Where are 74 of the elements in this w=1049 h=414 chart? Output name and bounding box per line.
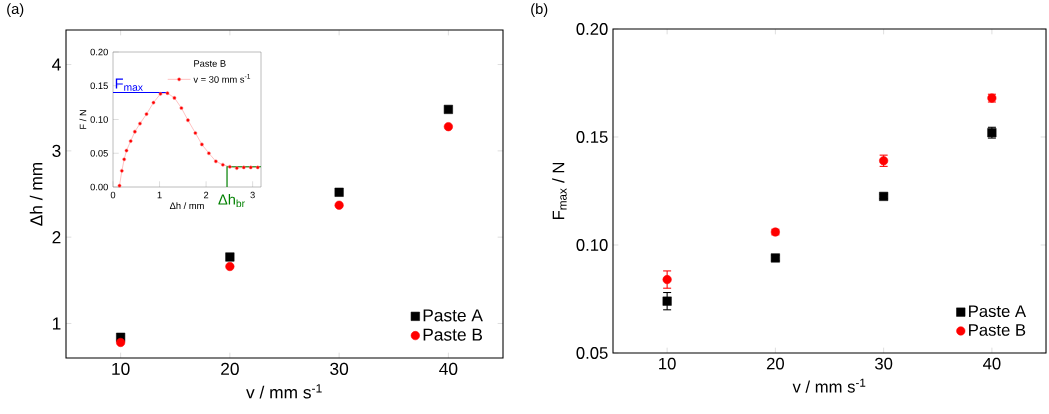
legend-label: Paste A — [423, 309, 483, 322]
point — [334, 187, 344, 197]
point — [172, 96, 177, 100]
y-tick-label: 0.20 — [576, 23, 608, 35]
point — [122, 157, 127, 162]
x-tick-label: 20 — [766, 357, 784, 370]
y-tick-label: 0.05 — [90, 149, 108, 157]
y-tick-label: 0.15 — [576, 131, 608, 143]
y-axis-title: Δh / mm — [29, 162, 43, 226]
legend-label: Paste A — [969, 305, 1027, 318]
point — [220, 162, 225, 167]
y-tick-label: 0.10 — [90, 116, 108, 123]
x-axis-title: v / mm s$^{-1}$ — [792, 378, 866, 393]
x-tick-label: 20 — [221, 362, 239, 375]
y-tick-label: 0.15 — [90, 82, 108, 90]
point — [116, 337, 126, 347]
x-tick-label: 2 — [203, 191, 209, 199]
y-tick-label: 4 — [52, 58, 61, 71]
point — [225, 252, 235, 262]
y-tick-label: 0.10 — [576, 239, 608, 251]
x-tick-label: 3 — [250, 191, 255, 199]
x-tick-label: 1 — [157, 191, 162, 199]
point — [225, 261, 235, 272]
x-tick-label: 40 — [439, 362, 458, 375]
point — [117, 183, 122, 188]
x-tick-label: 0 — [110, 191, 116, 199]
point — [158, 91, 163, 96]
legend-label: Paste B — [969, 324, 1026, 336]
point — [443, 104, 453, 114]
chart-title: (b) — [531, 3, 548, 17]
point — [193, 131, 198, 135]
y-axis-title: F / N — [79, 110, 87, 129]
point — [133, 129, 137, 134]
point — [213, 159, 218, 164]
point — [138, 121, 142, 126]
x-axis-title: Δh / mm — [169, 202, 204, 209]
x-axis-title: v / mm s$^{-1}$ — [246, 384, 322, 399]
x-tick-label: 40 — [982, 357, 1001, 370]
point — [255, 165, 260, 170]
y-tick-label: 0.20 — [90, 48, 108, 56]
ref-line-label: Δh$_{br}$ — [218, 193, 245, 208]
point — [186, 118, 190, 123]
point — [227, 164, 232, 169]
point — [248, 165, 253, 170]
x-tick-label: 30 — [874, 357, 893, 370]
point — [443, 122, 453, 132]
y-axis-title: F$_{max}$ / N — [552, 162, 567, 220]
x-tick-label: 10 — [659, 357, 676, 370]
point — [165, 91, 170, 96]
point — [234, 166, 239, 170]
point — [151, 100, 156, 105]
point — [128, 139, 133, 143]
point — [207, 151, 211, 156]
point — [241, 165, 246, 170]
point — [124, 148, 129, 153]
x-tick-label: 10 — [112, 362, 130, 375]
legend-label: v = 30 mm s$^{-1}$ — [193, 74, 251, 83]
chart-title: (a) — [7, 3, 24, 17]
y-tick-label: 0.00 — [90, 183, 108, 191]
legend-label: Paste B — [423, 328, 483, 341]
point — [119, 168, 124, 173]
point — [200, 142, 204, 147]
y-tick-label: 1 — [52, 317, 61, 330]
point — [334, 200, 344, 210]
point — [662, 275, 672, 285]
legend-title: Paste B — [194, 60, 226, 67]
point — [179, 106, 184, 110]
ref-line-label: F$_{max}$ — [115, 78, 143, 91]
point — [144, 112, 149, 116]
y-tick-label: 2 — [52, 231, 61, 244]
point — [662, 296, 672, 306]
y-tick-label: 0.05 — [576, 347, 608, 359]
y-tick-label: 3 — [52, 144, 61, 157]
x-tick-label: 30 — [330, 362, 349, 375]
